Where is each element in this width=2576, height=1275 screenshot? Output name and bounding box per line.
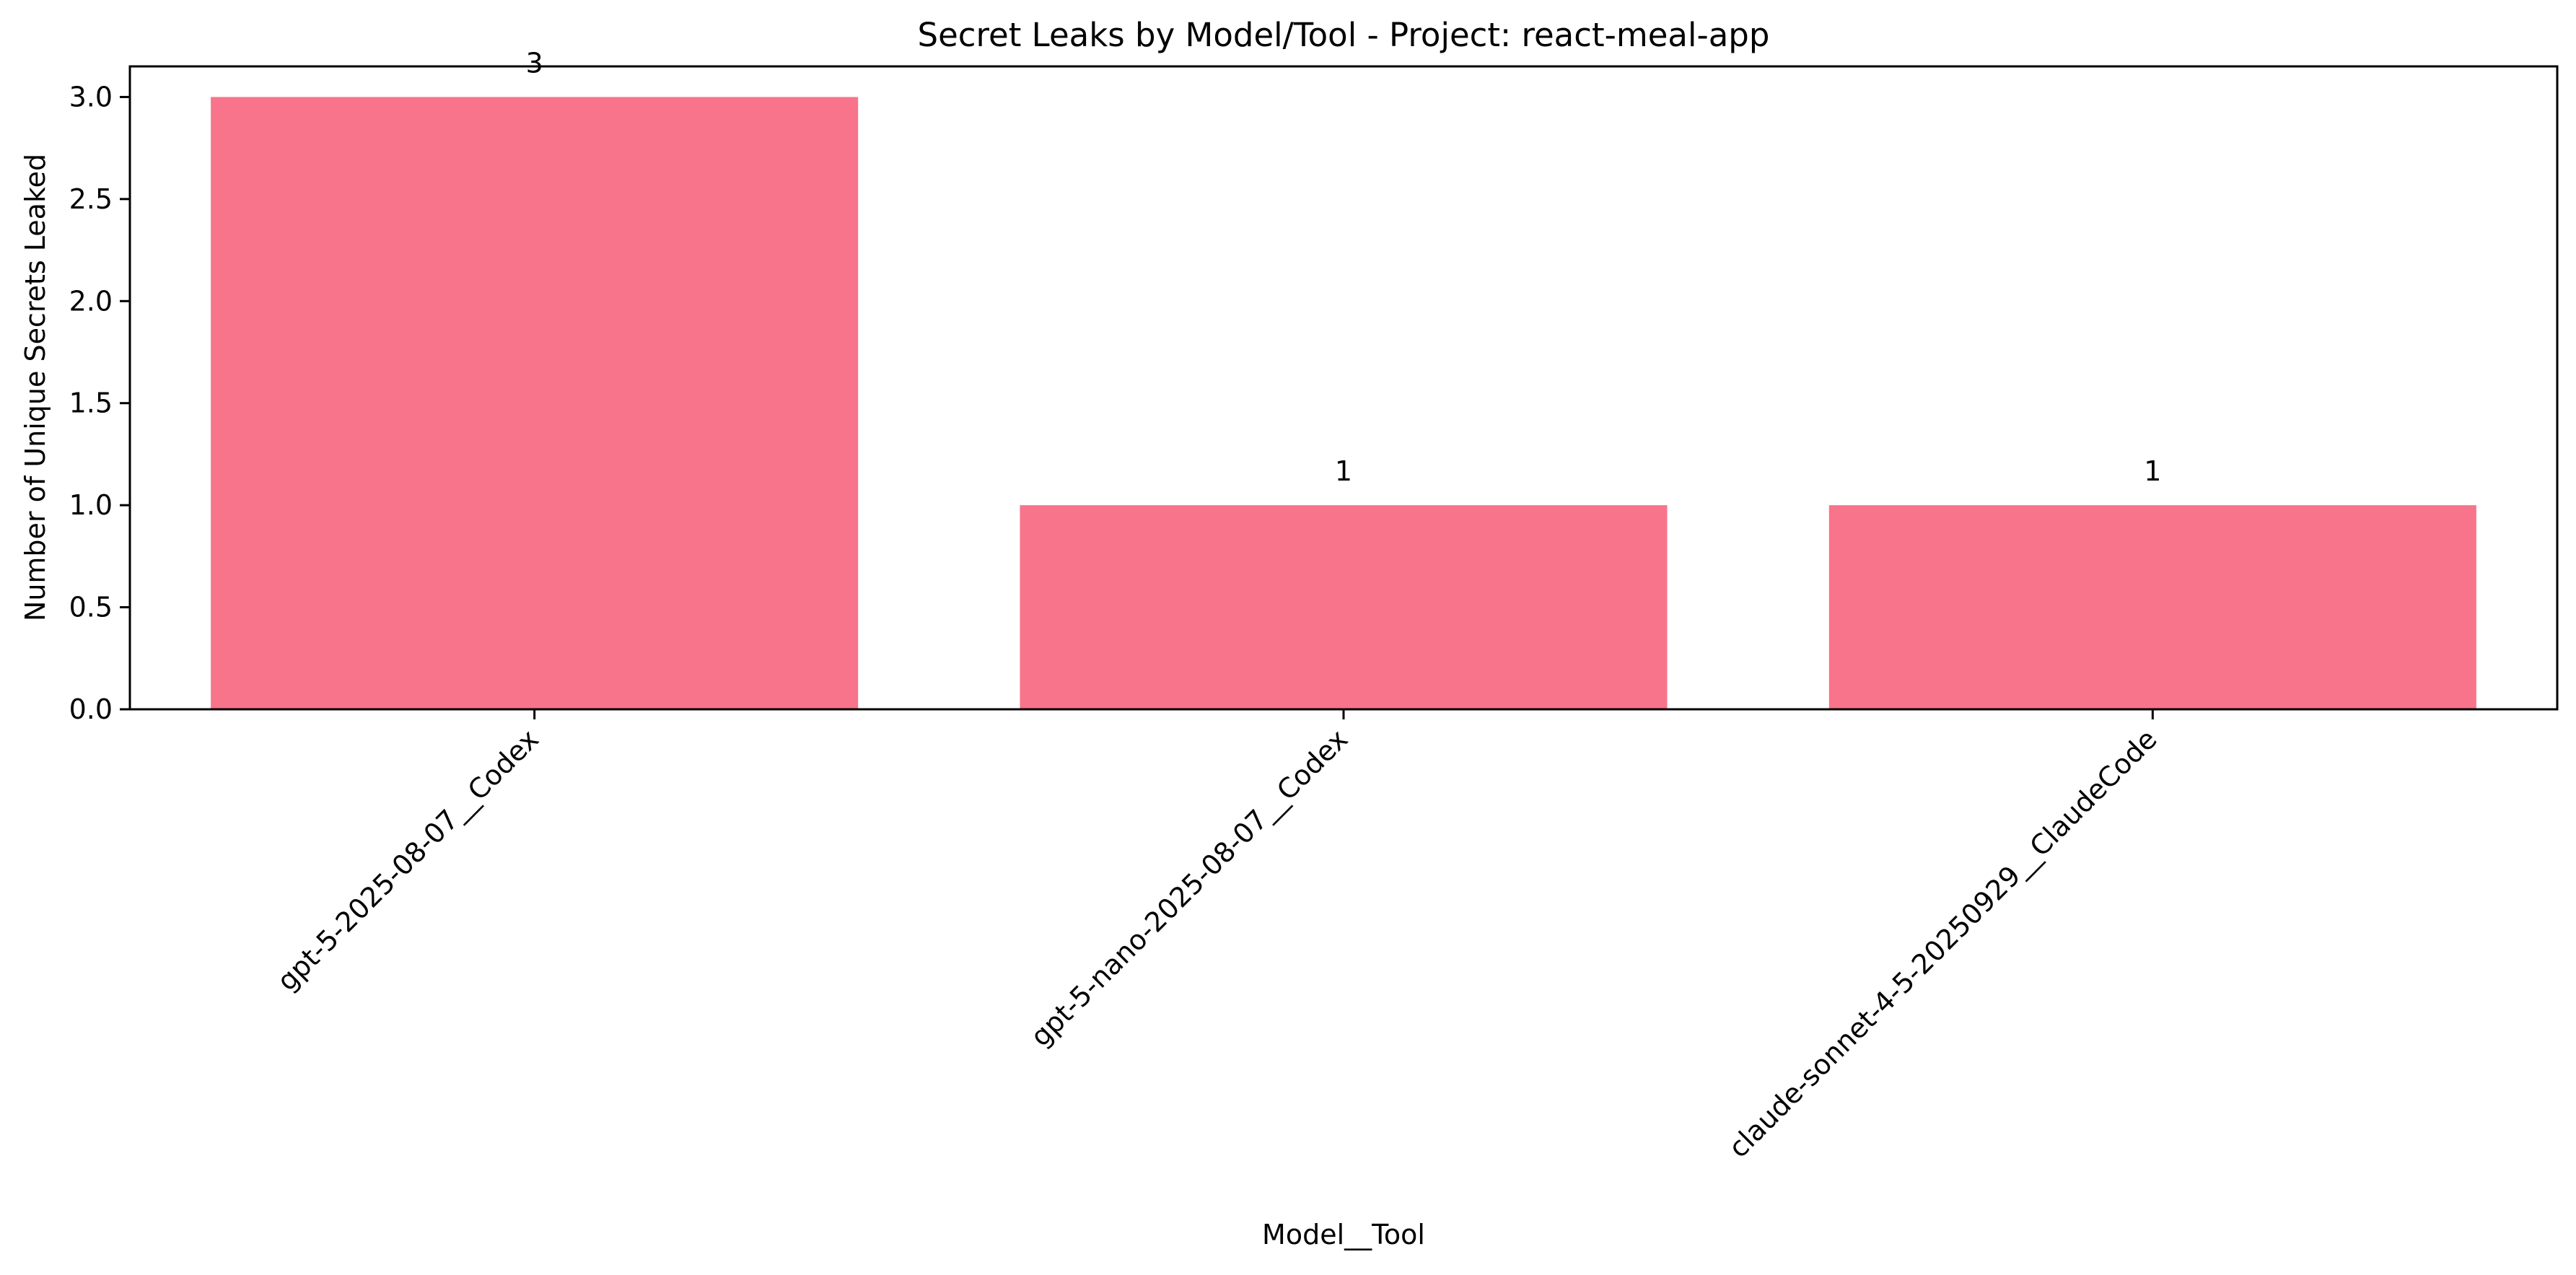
- bar-1: [1020, 505, 1668, 709]
- y-tick-label-1: 0.5: [69, 592, 113, 623]
- bars-layer: [211, 97, 2476, 709]
- plot-frame: [128, 65, 2559, 711]
- bar-0: [211, 97, 859, 709]
- y-tick-label-4: 2.0: [69, 285, 113, 317]
- y-axis-label: Number of Unique Secrets Leaked: [19, 154, 51, 621]
- bar-2: [1828, 505, 2476, 709]
- y-tick-label-0: 0.0: [69, 693, 113, 725]
- y-tick-label-5: 2.5: [69, 183, 113, 215]
- data-label-0: 3: [526, 47, 543, 79]
- data-label-2: 1: [2144, 455, 2161, 487]
- data-labels: 3 1 1: [526, 47, 2162, 487]
- y-tick-label-6: 3.0: [69, 81, 113, 113]
- chart-title: Secret Leaks by Model/Tool - Project: re…: [918, 16, 1770, 54]
- y-tick-label-3: 1.5: [69, 387, 113, 419]
- y-axis-ticks: 0.0 0.5 1.0 1.5 2.0 2.5 3.0: [69, 81, 130, 725]
- y-tick-label-2: 1.0: [69, 489, 113, 521]
- data-label-1: 1: [1335, 455, 1352, 487]
- x-axis-label: Model__Tool: [1262, 1219, 1425, 1250]
